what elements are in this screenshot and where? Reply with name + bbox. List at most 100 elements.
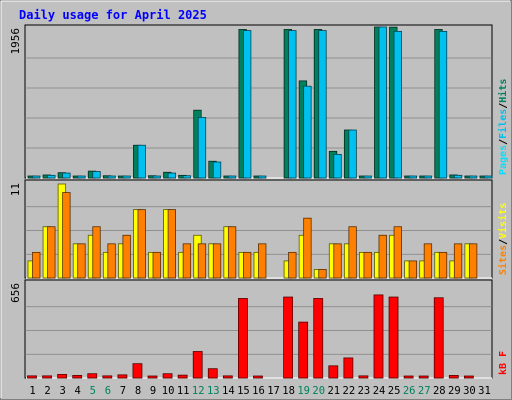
bar-files-day-7 bbox=[122, 175, 131, 179]
bar-sites-day-29 bbox=[453, 243, 463, 279]
bar-files-day-5 bbox=[92, 171, 101, 179]
bar-sites-day-4 bbox=[77, 243, 86, 279]
bar-files-day-13 bbox=[212, 161, 222, 179]
bar-files-day-16 bbox=[258, 175, 267, 179]
x-tick-label-day-22: 22 bbox=[343, 385, 356, 397]
legend-separator: / bbox=[498, 239, 509, 245]
x-tick-label-day-18: 18 bbox=[282, 385, 295, 397]
bar-sites-day-24 bbox=[378, 234, 387, 279]
bar-sites-day-13 bbox=[212, 243, 222, 279]
bar-files-day-24 bbox=[378, 26, 387, 179]
legend-entry: Visits bbox=[497, 203, 509, 239]
bar-sites-day-16 bbox=[258, 243, 267, 279]
bar-sites-day-19 bbox=[303, 217, 312, 279]
bar-sites-day-18 bbox=[288, 251, 297, 279]
x-tick-label-day-26: 26 bbox=[403, 385, 416, 397]
bar-files-day-30 bbox=[468, 175, 478, 179]
bar-files-day-14 bbox=[227, 175, 237, 179]
bar-sites-day-28 bbox=[438, 251, 448, 279]
bar-kb-f-day-28 bbox=[433, 297, 444, 379]
bar-kb-f-day-7 bbox=[117, 374, 128, 379]
bar-kb-f-day-3 bbox=[57, 374, 68, 379]
panel-frame bbox=[24, 279, 493, 379]
x-tick-label-day-12: 12 bbox=[192, 385, 205, 397]
legend-entry: F bbox=[498, 351, 509, 363]
bar-kb-f-day-19 bbox=[298, 321, 309, 379]
y-max-label: 656 bbox=[9, 283, 22, 303]
x-tick-label-day-6: 6 bbox=[105, 385, 111, 397]
bar-kb-f-day-2 bbox=[42, 375, 52, 379]
panel-visits-sites: 11 Sites/Visits bbox=[9, 179, 509, 279]
bar-kb-f-day-24 bbox=[373, 294, 384, 379]
bar-kb-f-day-8 bbox=[132, 363, 143, 379]
bar-files-day-29 bbox=[453, 174, 463, 179]
x-tick-label-day-29: 29 bbox=[448, 385, 461, 397]
bar-kb-f-day-6 bbox=[102, 375, 113, 379]
bar-sites-day-5 bbox=[92, 226, 101, 279]
x-axis-tick-labels: 1 2 3 4 5 6 7 8 9 10 11 12 13 14 15 16 17 18 19 20 21 22 23 24 2… bbox=[29, 385, 490, 397]
panel-hits-files: 1956 Pages/Files/Hits bbox=[9, 24, 509, 179]
bar-kb-f-day-18 bbox=[283, 296, 293, 379]
x-tick-label-day-21: 21 bbox=[327, 385, 340, 397]
x-tick-label-day-31: 31 bbox=[478, 385, 491, 397]
bar-files-day-25 bbox=[393, 30, 402, 179]
legend-entry: Sites bbox=[497, 245, 509, 275]
bar-kb-f-day-4 bbox=[72, 375, 83, 379]
y-max-label: 1956 bbox=[9, 28, 22, 55]
legend-entry: kB bbox=[498, 363, 509, 375]
bar-files-day-18 bbox=[288, 30, 297, 179]
panel-legend: Pages/Files/Hits bbox=[497, 79, 509, 175]
bar-files-day-27 bbox=[423, 175, 433, 179]
bar-files-day-4 bbox=[77, 175, 86, 179]
panel-legend: kB F bbox=[498, 351, 509, 375]
bar-sites-day-23 bbox=[363, 251, 372, 279]
x-tick-label-day-2: 2 bbox=[44, 385, 50, 397]
x-tick-label-day-4: 4 bbox=[75, 385, 81, 397]
bar-files-day-6 bbox=[107, 175, 116, 179]
panel-kbytes: 656 kB F bbox=[9, 279, 509, 379]
bar-kb-f-day-20 bbox=[313, 298, 324, 379]
chart-panels: 1956Pages/Files/Hits11Sites/Visits656kB … bbox=[9, 24, 509, 379]
x-tick-label-day-8: 8 bbox=[135, 385, 141, 397]
bar-sites-day-10 bbox=[167, 209, 176, 279]
x-tick-label-day-30: 30 bbox=[463, 385, 476, 397]
bar-kb-f-day-14 bbox=[222, 375, 233, 379]
bar-kb-f-day-10 bbox=[162, 373, 173, 379]
legend-separator: / bbox=[498, 139, 509, 145]
bar-sites-day-2 bbox=[47, 226, 56, 279]
x-tick-label-day-1: 1 bbox=[29, 385, 35, 397]
bar-files-day-8 bbox=[137, 144, 146, 179]
bar-files-day-2 bbox=[47, 174, 56, 179]
bar-kb-f-day-27 bbox=[418, 375, 429, 379]
bar-sites-day-27 bbox=[423, 243, 433, 279]
bar-files-day-26 bbox=[408, 175, 418, 179]
bar-sites-day-14 bbox=[227, 226, 237, 279]
bar-files-day-10 bbox=[167, 172, 176, 179]
bar-files-day-31 bbox=[484, 175, 493, 179]
bar-files-day-15 bbox=[243, 30, 252, 179]
bar-files-day-12 bbox=[197, 117, 207, 179]
bar-sites-day-6 bbox=[107, 243, 116, 279]
bar-sites-day-26 bbox=[408, 260, 418, 279]
x-tick-label-day-16: 16 bbox=[252, 385, 265, 397]
bar-files-day-28 bbox=[438, 30, 448, 179]
bar-sites-day-3 bbox=[62, 192, 71, 279]
panel-frame bbox=[24, 24, 493, 179]
bar-sites-day-7 bbox=[122, 234, 131, 279]
bar-kb-f-day-13 bbox=[207, 368, 218, 379]
x-tick-label-day-14: 14 bbox=[222, 385, 235, 397]
x-tick-label-day-24: 24 bbox=[373, 385, 386, 397]
bar-sites-day-12 bbox=[197, 243, 207, 279]
bar-kb-f-day-16 bbox=[253, 375, 263, 379]
x-tick-label-day-27: 27 bbox=[418, 385, 431, 397]
bar-sites-day-22 bbox=[348, 226, 357, 279]
bar-kb-f-day-22 bbox=[343, 357, 354, 379]
bar-kb-f-day-21 bbox=[328, 365, 339, 379]
chart-title: Daily usage for April 2025 bbox=[19, 8, 207, 22]
x-tick-label-day-15: 15 bbox=[237, 385, 250, 397]
y-max-label: 11 bbox=[9, 183, 22, 196]
bar-sites-day-21 bbox=[333, 243, 342, 279]
x-tick-label-day-9: 9 bbox=[150, 385, 156, 397]
